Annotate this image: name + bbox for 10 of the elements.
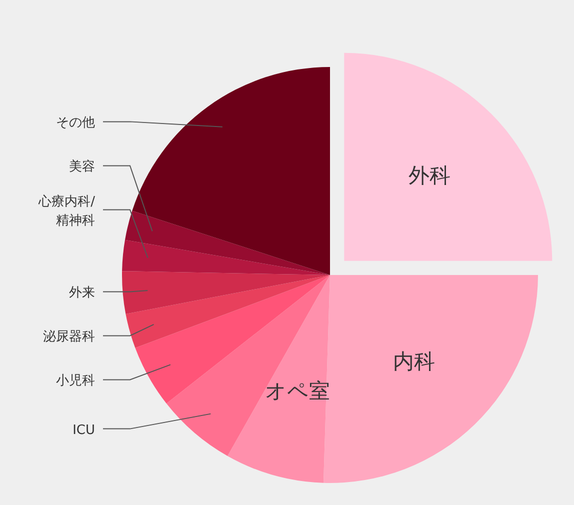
slice-label: その他 xyxy=(56,116,95,131)
slice-label: オペ室 xyxy=(264,379,330,404)
slice-label: 外来 xyxy=(69,286,95,301)
slice-label: 美容 xyxy=(69,158,95,175)
slice-label: 外科 xyxy=(408,164,450,188)
slice-label: 泌尿器科 xyxy=(43,330,95,345)
slice-label: ICU xyxy=(72,422,95,438)
slice-label: 小児科 xyxy=(56,374,95,389)
slice-label: 心療内科/精神科 xyxy=(38,194,96,229)
slice-label: 内科 xyxy=(392,350,435,374)
